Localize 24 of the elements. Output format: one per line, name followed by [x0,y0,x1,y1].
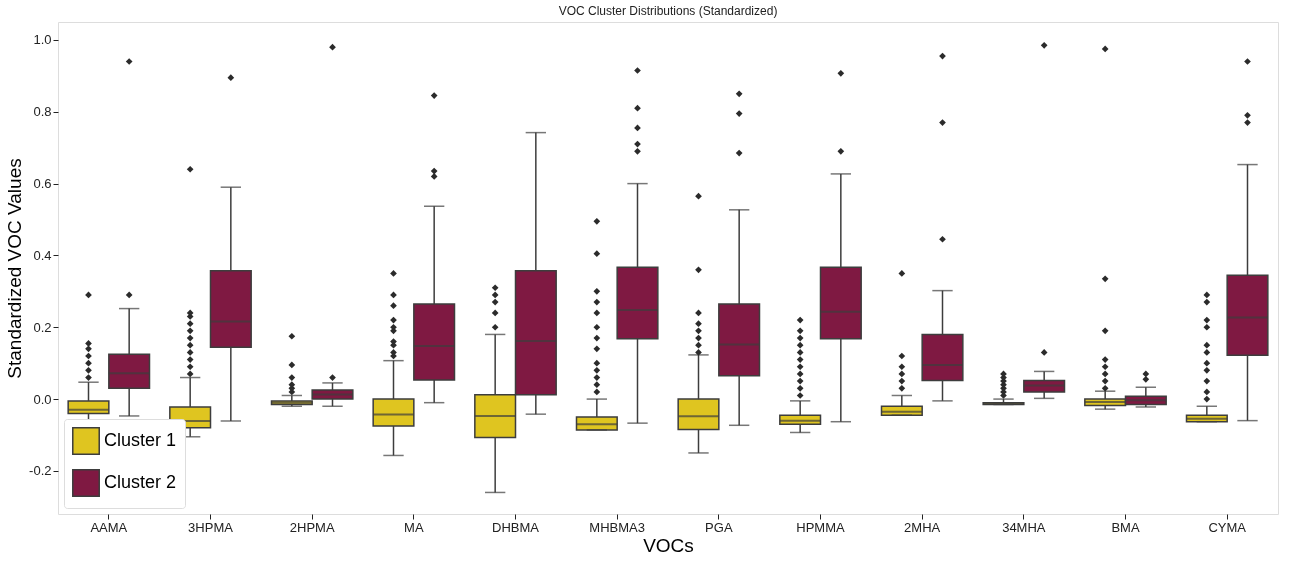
chart-title: VOC Cluster Distributions (Standardized) [558,4,778,18]
y-tick-label: 0.8 [33,104,52,120]
x-axis-title: VOCs [643,534,694,556]
y-tick-label: 1.0 [33,32,52,48]
legend-label: Cluster 1 [104,430,177,450]
x-tick-label: CYMA [1208,519,1247,535]
x-tick-label: 2HPMA [289,519,335,535]
y-tick-label: -0.2 [29,463,52,479]
y-axis-title: Standardized VOC Values [4,158,26,379]
y-tick-label: 0.2 [33,319,52,335]
x-tick-label: 34MHA [1002,519,1046,535]
x-tick-label: HPMMA [796,519,846,535]
y-tick-label: 0.0 [33,391,52,407]
x-tick-label: 2MHA [904,519,941,535]
x-tick-label: DHBMA [492,519,540,535]
x-tick-label: 3HPMA [188,519,234,535]
y-tick-label: 0.6 [33,176,52,192]
legend-label: Cluster 2 [104,472,177,492]
x-tick-label: PGA [705,519,733,535]
x-tick-label: BMA [1111,519,1140,535]
x-tick-label: MA [404,519,424,535]
y-tick-label: 0.4 [33,247,52,263]
x-tick-label: MHBMA3 [589,519,645,535]
x-tick-label: AAMA [90,519,128,535]
